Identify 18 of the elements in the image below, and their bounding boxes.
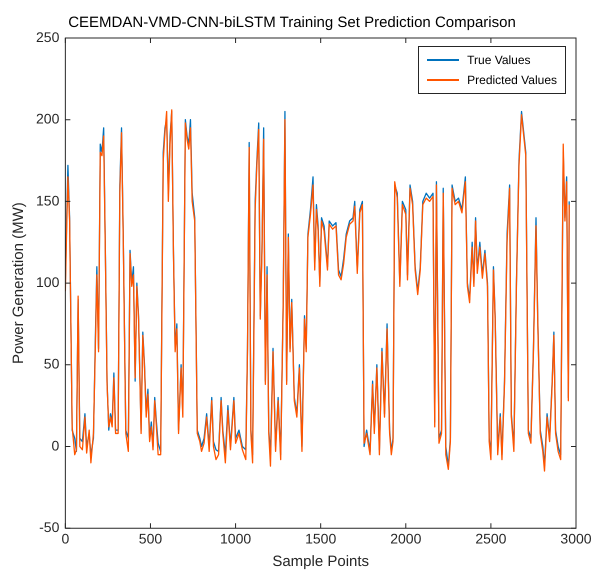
legend-label: Predicted Values (467, 72, 557, 89)
x-tick-label: 2500 (475, 530, 507, 546)
y-tick-label: 100 (36, 274, 60, 290)
x-tick-label: 500 (138, 530, 162, 546)
y-axis-title: Power Generation (MW) (10, 202, 28, 364)
x-tick-label: 1500 (305, 530, 336, 546)
legend-label: True Values (467, 52, 531, 69)
x-tick-label: 1000 (220, 530, 252, 546)
y-tick-label: 200 (36, 110, 60, 127)
y-tick-label: 150 (36, 192, 60, 208)
x-tick-label: 3000 (560, 530, 592, 546)
x-tick-label: 2000 (390, 530, 422, 546)
y-tick-label: -50 (39, 519, 60, 536)
y-tick-label: 0 (52, 437, 60, 454)
chart-title: CEEMDAN-VMD-CNN-biLSTM Training Set Prediction Comparison (68, 14, 516, 32)
x-axis-title: Sample Points (272, 553, 370, 570)
y-tick-label: 50 (44, 356, 60, 372)
y-tick-label: 250 (36, 28, 60, 45)
